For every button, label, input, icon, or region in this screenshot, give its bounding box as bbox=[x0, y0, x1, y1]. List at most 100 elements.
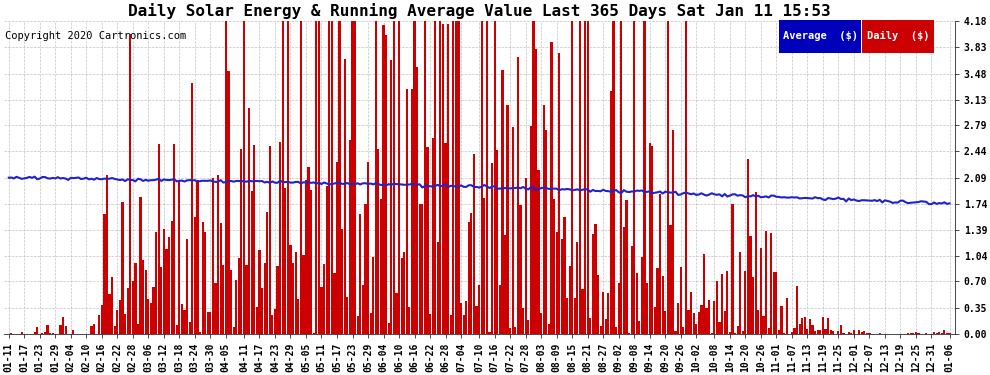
Bar bbox=[541, 313, 543, 334]
Bar bbox=[427, 147, 429, 334]
Bar bbox=[323, 264, 325, 334]
Bar bbox=[558, 53, 560, 334]
Bar bbox=[533, 21, 535, 334]
Bar bbox=[687, 309, 690, 334]
Bar bbox=[160, 267, 162, 334]
Bar bbox=[858, 330, 860, 334]
Bar bbox=[641, 256, 644, 334]
Bar bbox=[724, 312, 726, 334]
Bar bbox=[628, 333, 631, 334]
Bar bbox=[698, 312, 700, 334]
Bar bbox=[243, 21, 246, 334]
Bar bbox=[346, 297, 348, 334]
Bar bbox=[600, 326, 602, 334]
Bar bbox=[271, 315, 273, 334]
Bar bbox=[429, 314, 431, 334]
Bar bbox=[62, 317, 64, 334]
Bar bbox=[863, 331, 865, 334]
Bar bbox=[576, 242, 578, 334]
Bar bbox=[313, 333, 315, 334]
Bar bbox=[315, 21, 318, 334]
Bar bbox=[729, 332, 731, 334]
Bar bbox=[734, 333, 737, 334]
Bar bbox=[90, 326, 93, 334]
Bar bbox=[765, 231, 767, 334]
Bar bbox=[566, 298, 568, 334]
Bar bbox=[860, 332, 862, 334]
Bar bbox=[127, 288, 129, 334]
Bar bbox=[424, 21, 426, 334]
Bar bbox=[385, 34, 387, 334]
Bar bbox=[162, 229, 165, 334]
Bar bbox=[579, 21, 581, 334]
Bar bbox=[196, 180, 199, 334]
Bar bbox=[414, 21, 416, 334]
Bar bbox=[721, 273, 723, 334]
Bar bbox=[496, 150, 498, 334]
Bar bbox=[527, 320, 530, 334]
Bar bbox=[555, 232, 557, 334]
Bar bbox=[137, 324, 140, 334]
Bar bbox=[732, 204, 734, 334]
Bar bbox=[326, 186, 328, 334]
Bar bbox=[719, 322, 721, 334]
Bar bbox=[212, 178, 214, 334]
Bar bbox=[744, 270, 746, 334]
Bar bbox=[119, 300, 121, 334]
Bar bbox=[623, 227, 625, 334]
Bar bbox=[449, 315, 451, 334]
Bar bbox=[550, 42, 552, 334]
Bar bbox=[435, 21, 437, 334]
Bar bbox=[651, 146, 653, 334]
Bar bbox=[634, 21, 636, 334]
Bar bbox=[199, 332, 201, 334]
Bar bbox=[473, 154, 475, 334]
Bar bbox=[274, 309, 276, 334]
Bar bbox=[915, 332, 917, 334]
Title: Daily Solar Energy & Running Average Value Last 365 Days Sat Jan 11 15:53: Daily Solar Energy & Running Average Val… bbox=[128, 3, 831, 19]
Bar bbox=[305, 180, 307, 334]
Bar bbox=[93, 324, 95, 334]
Bar bbox=[825, 328, 827, 334]
Bar bbox=[191, 82, 193, 334]
Bar bbox=[918, 333, 920, 334]
Bar bbox=[44, 332, 47, 334]
Bar bbox=[703, 255, 705, 334]
Bar bbox=[759, 248, 762, 334]
Bar bbox=[907, 333, 909, 334]
Bar bbox=[631, 246, 633, 334]
Bar bbox=[793, 328, 796, 334]
Bar bbox=[276, 266, 278, 334]
Bar bbox=[178, 180, 180, 334]
Bar bbox=[308, 167, 310, 334]
Bar bbox=[783, 333, 785, 334]
Bar bbox=[653, 307, 656, 334]
Bar bbox=[72, 330, 74, 334]
Bar bbox=[351, 21, 353, 334]
Bar bbox=[749, 236, 751, 334]
Bar bbox=[406, 89, 408, 334]
Bar bbox=[742, 332, 743, 334]
Bar bbox=[806, 329, 809, 334]
Bar bbox=[486, 21, 488, 334]
FancyBboxPatch shape bbox=[779, 20, 861, 53]
Bar bbox=[36, 327, 39, 334]
Bar bbox=[382, 25, 385, 334]
Bar bbox=[207, 312, 209, 334]
Bar bbox=[827, 318, 830, 334]
Bar bbox=[602, 292, 604, 334]
Bar bbox=[364, 204, 366, 334]
Bar bbox=[114, 326, 116, 334]
Bar bbox=[143, 260, 145, 334]
Bar bbox=[737, 326, 739, 334]
Bar bbox=[263, 263, 265, 334]
Bar bbox=[233, 327, 235, 334]
Bar bbox=[852, 330, 855, 334]
Bar bbox=[149, 303, 152, 334]
Bar bbox=[145, 270, 147, 334]
Bar bbox=[258, 250, 260, 334]
Bar bbox=[778, 330, 780, 334]
Bar bbox=[716, 280, 718, 334]
Bar bbox=[842, 333, 844, 334]
Bar bbox=[10, 333, 13, 334]
